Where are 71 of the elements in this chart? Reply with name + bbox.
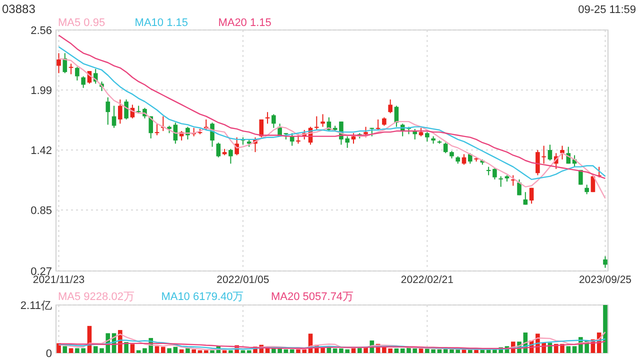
bar — [204, 350, 208, 353]
bar — [167, 348, 172, 353]
candlestick — [443, 142, 448, 154]
candlestick — [112, 105, 116, 128]
bar — [228, 350, 233, 353]
bar — [357, 347, 362, 353]
bar — [394, 348, 399, 353]
x-tick-label: 2021/11/23 — [32, 274, 85, 286]
x-tick-label: 2023/09/25 — [578, 274, 632, 286]
candlestick — [272, 114, 276, 128]
candlestick — [118, 98, 122, 124]
candlestick — [468, 152, 472, 164]
candlestick — [75, 66, 80, 82]
bar — [62, 346, 68, 353]
bar — [210, 350, 214, 353]
candlestick — [529, 187, 534, 204]
candlestick — [584, 184, 589, 195]
candlestick — [314, 116, 319, 130]
candlestick — [492, 167, 497, 180]
bar — [566, 346, 571, 353]
candlestick — [56, 52, 61, 74]
y-tick-label: 1.99 — [30, 84, 52, 97]
candlestick — [425, 132, 430, 142]
text: MA5 0.95 — [58, 17, 106, 29]
bar — [364, 347, 368, 353]
line-series — [58, 331, 606, 350]
candlestick — [388, 98, 392, 114]
candlestick — [320, 114, 325, 128]
y-tick-label: 0.85 — [30, 204, 52, 217]
text: MA5 9228.02万 — [58, 291, 134, 303]
candlestick — [548, 144, 552, 161]
bar — [124, 342, 128, 353]
y-tick-label: 2.56 — [30, 24, 52, 37]
y-tick-label: 0 — [46, 348, 52, 360]
candlestick — [228, 148, 233, 164]
candlestick — [364, 126, 368, 138]
line-series — [58, 340, 606, 350]
bar — [192, 349, 196, 353]
text: MA10 6179.40万 — [161, 291, 244, 303]
x-tick-label: 2022/02/21 — [400, 274, 454, 286]
bar — [572, 346, 577, 353]
text: MA20 5057.74万 — [271, 291, 354, 303]
candlestick — [216, 142, 221, 158]
candlestick — [498, 176, 504, 188]
bar — [418, 348, 424, 353]
candlestick — [560, 145, 564, 160]
candlestick — [106, 96, 110, 126]
text: MA20 1.15 — [218, 17, 272, 29]
bar — [173, 346, 178, 353]
bar — [160, 346, 166, 353]
bar — [56, 343, 61, 353]
bar — [186, 348, 190, 353]
y-tick-label: 2.11亿 — [20, 300, 52, 312]
y-tick-label: 1.42 — [30, 144, 52, 157]
line-series — [58, 338, 606, 350]
candlestick — [259, 118, 264, 138]
bar — [332, 348, 338, 353]
candlestick — [603, 256, 608, 268]
candlestick — [517, 178, 522, 196]
bar — [68, 348, 74, 353]
candlestick — [296, 134, 300, 144]
text: MA10 1.15 — [134, 17, 188, 29]
line-series — [58, 58, 606, 199]
bar — [154, 346, 160, 353]
chart-title: 03883 — [2, 2, 36, 16]
candlestick — [81, 76, 86, 88]
bar — [130, 344, 135, 353]
x-tick-label: 2022/01/05 — [216, 274, 270, 286]
candlestick — [124, 98, 128, 120]
bar — [246, 350, 252, 353]
chart-subtitle: 09-25 11:59 — [578, 4, 636, 16]
